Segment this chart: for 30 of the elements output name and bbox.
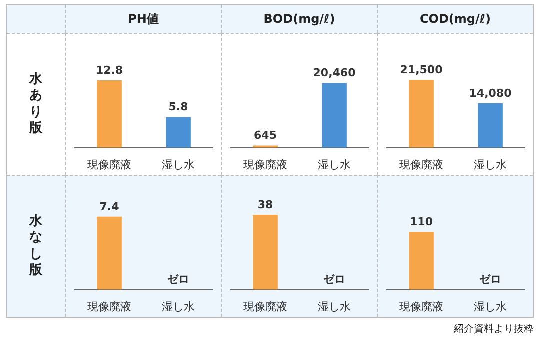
data-label: ゼロ [323, 273, 345, 286]
chart-title: BOD(mg/ℓ) [221, 5, 377, 33]
x-tick-label: 湿し水 [318, 158, 350, 172]
x-tick-label: 湿し水 [474, 158, 506, 172]
x-tick-label: 現像廃液 [399, 300, 443, 314]
y-axis-title: 水なし版 [28, 214, 44, 279]
x-tick-label: 湿し水 [474, 300, 506, 314]
data-label: ゼロ [479, 273, 501, 286]
chart-title: COD(mg/ℓ) [377, 5, 533, 33]
data-label: 14,080 [468, 86, 512, 100]
x-tick-label: 現像廃液 [87, 158, 131, 172]
data-label: ゼロ [167, 273, 189, 286]
data-label: 110 [410, 215, 433, 228]
data-label: 7.4 [99, 200, 120, 214]
x-tick-label: 現像廃液 [243, 158, 287, 172]
data-label: 645 [254, 129, 276, 142]
chart-title: PH値 [65, 5, 221, 33]
x-tick-label: 湿し水 [162, 158, 194, 172]
x-tick-label: 現像廃液 [243, 300, 287, 314]
data-label: 12.8 [95, 64, 123, 77]
data-label: 5.8 [168, 100, 188, 114]
data-label: 21,500 [400, 63, 443, 76]
x-tick-label: 現像廃液 [399, 158, 443, 172]
data-label: 20,460 [312, 66, 356, 80]
data-label: 38 [257, 198, 273, 212]
x-tick-label: 現像廃液 [87, 300, 131, 314]
x-tick-label: 湿し水 [162, 300, 194, 314]
x-tick-label: 湿し水 [318, 300, 350, 314]
y-axis-title: 水あり版 [28, 72, 44, 137]
text: 紹介資料より抜粋 [453, 322, 534, 336]
